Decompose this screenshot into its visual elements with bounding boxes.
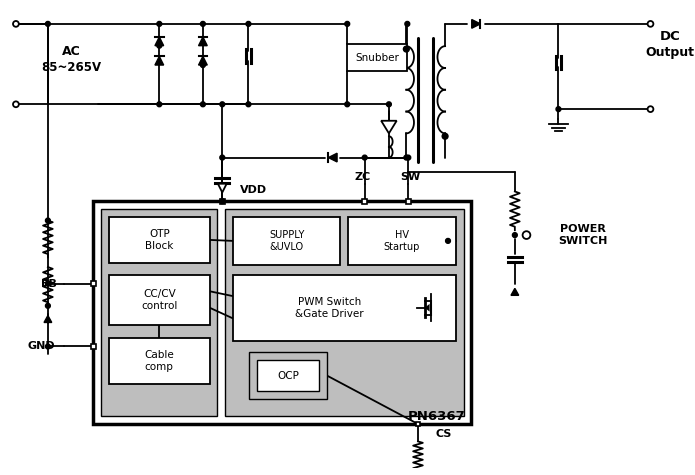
Text: ZC: ZC <box>354 172 371 182</box>
Polygon shape <box>381 121 397 133</box>
Polygon shape <box>472 19 480 28</box>
Polygon shape <box>155 57 163 65</box>
Text: Cable
comp: Cable comp <box>145 350 174 372</box>
Bar <box>93 201 471 424</box>
Bar <box>406 199 411 204</box>
Circle shape <box>45 218 50 223</box>
Circle shape <box>220 155 224 160</box>
Text: PN6367: PN6367 <box>408 410 466 423</box>
Text: Snubber: Snubber <box>355 53 399 63</box>
Text: VDD: VDD <box>240 185 267 195</box>
Text: CS: CS <box>435 428 452 439</box>
Circle shape <box>220 199 224 204</box>
Text: FB: FB <box>41 278 56 288</box>
Text: Output: Output <box>646 47 694 59</box>
Bar <box>233 217 341 265</box>
Circle shape <box>45 304 50 308</box>
Circle shape <box>45 281 50 286</box>
Circle shape <box>406 155 411 160</box>
Text: PWM Switch
&Gate Driver: PWM Switch &Gate Driver <box>295 297 364 319</box>
Polygon shape <box>199 37 207 46</box>
Polygon shape <box>44 315 51 323</box>
Bar <box>257 360 319 391</box>
Circle shape <box>157 43 162 48</box>
Circle shape <box>404 155 409 160</box>
Text: OCP: OCP <box>277 370 299 380</box>
Circle shape <box>157 102 162 107</box>
Text: DC: DC <box>660 30 680 43</box>
Circle shape <box>45 21 50 26</box>
Circle shape <box>246 21 251 26</box>
Circle shape <box>523 231 530 239</box>
Polygon shape <box>328 153 337 162</box>
Circle shape <box>13 101 19 107</box>
Polygon shape <box>425 304 430 312</box>
Circle shape <box>200 21 205 26</box>
Bar <box>416 422 420 427</box>
Text: CC/CV
control: CC/CV control <box>141 289 177 311</box>
Bar <box>109 217 210 263</box>
Bar <box>109 275 210 325</box>
Bar <box>348 44 407 71</box>
Circle shape <box>200 102 205 107</box>
Bar <box>101 209 218 416</box>
Text: HV
Startup: HV Startup <box>384 230 420 252</box>
Text: 85~265V: 85~265V <box>41 61 101 74</box>
Circle shape <box>362 155 367 160</box>
Circle shape <box>157 21 162 26</box>
Circle shape <box>345 102 350 107</box>
Bar <box>225 209 464 416</box>
Circle shape <box>45 344 50 349</box>
Circle shape <box>405 21 410 26</box>
Bar <box>348 217 456 265</box>
Circle shape <box>648 21 653 27</box>
Circle shape <box>442 133 448 139</box>
Bar <box>91 344 96 349</box>
Circle shape <box>403 46 409 52</box>
Polygon shape <box>511 288 518 295</box>
Circle shape <box>386 102 391 107</box>
Polygon shape <box>218 184 227 192</box>
Circle shape <box>512 233 517 238</box>
Circle shape <box>13 21 19 27</box>
Circle shape <box>445 238 450 243</box>
Circle shape <box>220 102 224 107</box>
Circle shape <box>345 21 350 26</box>
Bar <box>220 199 224 204</box>
Polygon shape <box>199 57 207 65</box>
Circle shape <box>648 106 653 112</box>
Bar <box>91 281 96 286</box>
Bar <box>362 199 367 204</box>
Text: AC: AC <box>62 45 81 57</box>
Bar <box>109 338 210 384</box>
Text: SUPPLY
&UVLO: SUPPLY &UVLO <box>269 230 304 252</box>
Text: POWER
SWITCH: POWER SWITCH <box>558 224 607 246</box>
Bar <box>233 275 456 341</box>
Bar <box>250 352 327 399</box>
Circle shape <box>246 102 251 107</box>
Circle shape <box>556 107 561 112</box>
Text: OTP
Block: OTP Block <box>145 229 174 251</box>
Text: GND: GND <box>27 342 55 352</box>
Text: SW: SW <box>400 172 420 182</box>
Polygon shape <box>155 37 163 46</box>
Circle shape <box>200 63 205 67</box>
